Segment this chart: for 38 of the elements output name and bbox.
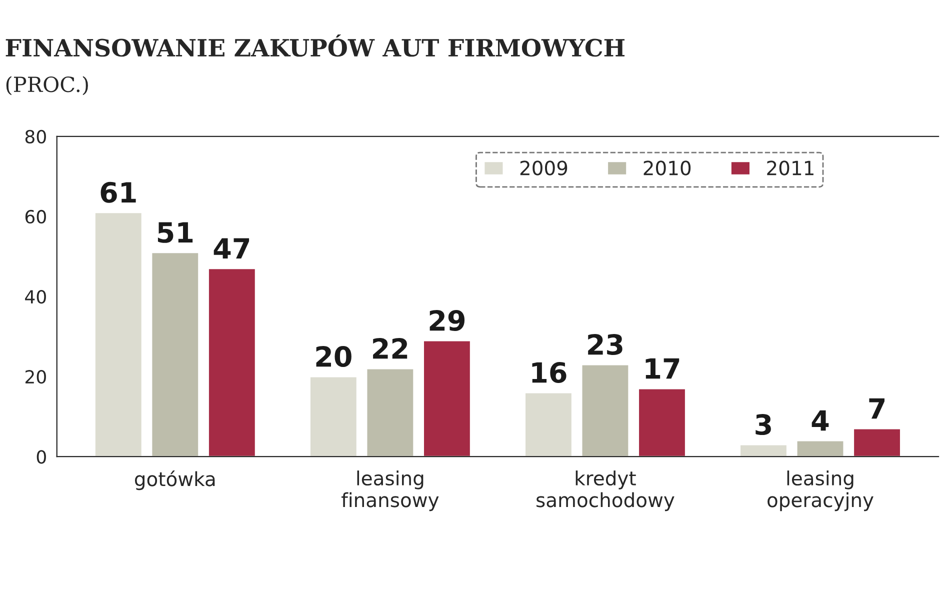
bar xyxy=(366,368,415,457)
data-label: 23 xyxy=(588,334,622,355)
bar xyxy=(739,444,788,457)
bar xyxy=(638,388,686,457)
data-label: 4 xyxy=(812,410,829,431)
chart-subtitle: (PROC.) xyxy=(6,76,88,96)
chart-title: FINANSOWANIE ZAKUPÓW AUT FIRMOWYCH xyxy=(6,34,625,57)
legend-label: 2010 xyxy=(644,160,691,176)
x-tick-label: kredyt samochodowy xyxy=(536,470,674,512)
data-label: 7 xyxy=(869,398,884,419)
data-label: 61 xyxy=(100,182,136,203)
bar xyxy=(852,428,902,457)
legend-label: 2011 xyxy=(767,160,814,176)
y-tick-label: 60 xyxy=(25,210,46,224)
y-tick-label: 20 xyxy=(26,370,46,384)
data-label: 51 xyxy=(158,222,193,243)
y-tick-label: 80 xyxy=(25,130,46,144)
bar xyxy=(422,340,472,457)
bar xyxy=(524,392,573,457)
bar xyxy=(150,252,200,457)
data-label: 3 xyxy=(756,414,771,436)
data-label: 29 xyxy=(430,310,465,331)
y-tick-label: 0 xyxy=(36,450,46,464)
x-tick-label: gotówka xyxy=(134,470,215,490)
y-tick-label: 40 xyxy=(25,290,46,304)
data-label: 17 xyxy=(646,358,680,379)
bar xyxy=(309,376,358,457)
bar xyxy=(580,364,630,457)
data-label: 22 xyxy=(373,338,408,359)
bar xyxy=(94,212,143,457)
data-label: 20 xyxy=(316,346,352,368)
legend-label: 2009 xyxy=(520,160,568,176)
bar xyxy=(208,268,256,457)
x-tick-label: leasing operacyjny xyxy=(768,470,874,512)
data-label: 47 xyxy=(214,238,250,259)
bar xyxy=(796,440,845,457)
data-label: 16 xyxy=(532,362,566,384)
x-tick-label: leasing finansowy xyxy=(342,470,439,512)
